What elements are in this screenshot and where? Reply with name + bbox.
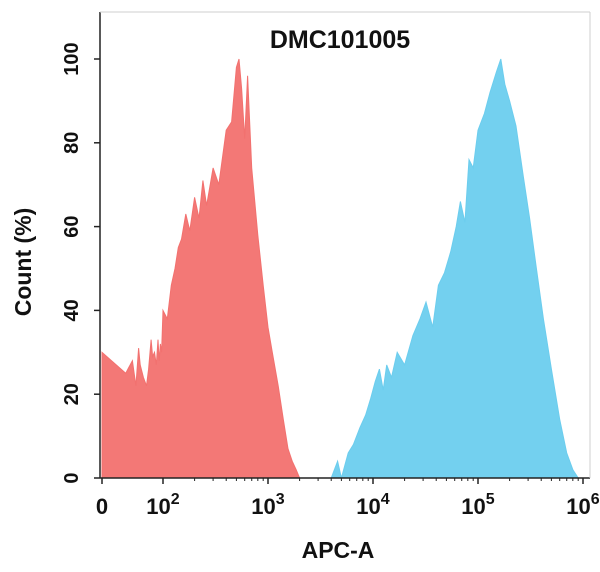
y-tick-label: 0 [61, 472, 83, 483]
y-tick-label: 80 [61, 132, 83, 154]
x-tick-base: 0 [96, 494, 108, 519]
x-tick-exponent: 4 [381, 491, 390, 508]
x-tick-label: 103 [251, 491, 284, 519]
y-tick-label: 20 [61, 383, 83, 405]
x-tick-label: 102 [146, 491, 179, 519]
series-1-area [101, 58, 301, 479]
x-tick-label: 104 [356, 491, 389, 519]
x-tick-base: 10 [146, 494, 170, 519]
x-tick-exponent: 6 [591, 491, 600, 508]
chart-title: DMC101005 [270, 26, 410, 54]
x-tick-base: 10 [566, 494, 590, 519]
x-tick-exponent: 3 [276, 491, 285, 508]
x-tick-exponent: 5 [486, 491, 495, 508]
x-tick-label: 105 [461, 491, 494, 519]
y-tick-label: 60 [61, 215, 83, 237]
x-tick-base: 10 [251, 494, 275, 519]
y-axis-title: Count (%) [10, 208, 36, 317]
y-tick-label: 100 [61, 42, 83, 75]
series-2-area [330, 58, 580, 479]
x-tick-label: 106 [566, 491, 599, 519]
x-tick-base: 10 [356, 494, 380, 519]
y-tick-label: 40 [61, 299, 83, 321]
x-tick-base: 10 [461, 494, 485, 519]
x-tick-exponent: 2 [171, 491, 180, 508]
x-axis-title: APC-A [302, 537, 375, 563]
x-tick-label: 0 [96, 494, 108, 519]
plot-area [101, 58, 580, 479]
